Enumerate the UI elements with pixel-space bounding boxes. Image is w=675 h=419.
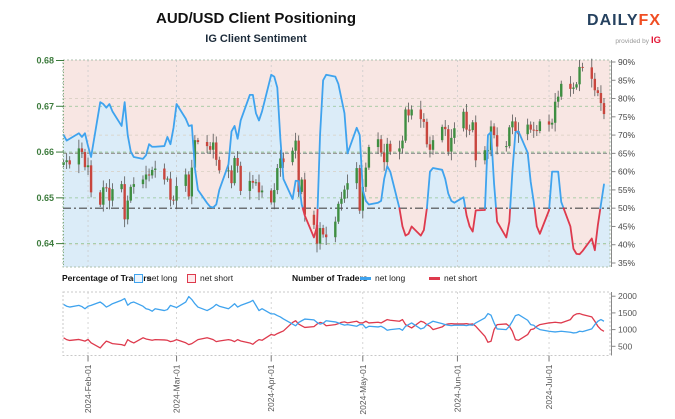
svg-text:2024-May-01: 2024-May-01 bbox=[358, 364, 368, 414]
legend-percentage-title: Percentage of Traders bbox=[62, 273, 152, 283]
svg-text:500: 500 bbox=[618, 341, 632, 351]
net-short-square-icon bbox=[187, 274, 196, 283]
svg-text:1500: 1500 bbox=[618, 308, 637, 318]
svg-text:85%: 85% bbox=[618, 75, 635, 85]
svg-text:2024-Apr-01: 2024-Apr-01 bbox=[266, 364, 276, 412]
legend-net-long-label: net long bbox=[147, 273, 178, 283]
svg-text:90%: 90% bbox=[618, 57, 635, 67]
dailyfx-logo: DAILYFX provided by IG bbox=[587, 12, 661, 47]
svg-text:0.67: 0.67 bbox=[36, 101, 54, 111]
net-short-line-icon bbox=[429, 277, 440, 280]
legend-traders-net-long-label: net long bbox=[375, 273, 406, 283]
svg-text:50%: 50% bbox=[618, 203, 635, 213]
page-title: AUD/USD Client Positioning bbox=[156, 10, 356, 27]
provided-by-line: provided by IG bbox=[587, 30, 661, 48]
page-subtitle: IG Client Sentiment bbox=[205, 33, 307, 45]
svg-text:70%: 70% bbox=[618, 130, 635, 140]
ig-logo-text: IG bbox=[650, 34, 661, 46]
net-long-square-icon bbox=[134, 274, 143, 283]
svg-text:1000: 1000 bbox=[618, 325, 637, 335]
net-long-line-icon bbox=[360, 277, 371, 280]
svg-text:55%: 55% bbox=[618, 185, 635, 195]
svg-text:80%: 80% bbox=[618, 94, 635, 104]
svg-text:0.68: 0.68 bbox=[36, 56, 54, 66]
brand-fx-text: FX bbox=[638, 12, 661, 29]
chart-legend: Percentage of Traders net long net short… bbox=[0, 273, 675, 289]
svg-text:0.65: 0.65 bbox=[36, 193, 54, 203]
svg-text:60%: 60% bbox=[618, 167, 635, 177]
brand-daily-text: DAILY bbox=[587, 12, 639, 29]
svg-text:35%: 35% bbox=[618, 258, 635, 268]
svg-text:65%: 65% bbox=[618, 148, 635, 158]
svg-text:45%: 45% bbox=[618, 221, 635, 231]
legend-traders-net-short-label: net short bbox=[444, 273, 478, 283]
svg-text:0.64: 0.64 bbox=[36, 239, 54, 249]
svg-text:0.66: 0.66 bbox=[36, 147, 54, 157]
provided-by-text: provided by bbox=[615, 37, 649, 45]
legend-number-title: Number of Traders bbox=[292, 273, 368, 283]
legend-net-short-label: net short bbox=[200, 273, 234, 283]
svg-text:40%: 40% bbox=[618, 240, 635, 250]
brand-wordmark: DAILYFX bbox=[587, 12, 661, 30]
svg-text:2024-Jun-01: 2024-Jun-01 bbox=[452, 364, 462, 412]
svg-text:2024-Feb-01: 2024-Feb-01 bbox=[83, 364, 93, 413]
svg-text:75%: 75% bbox=[618, 112, 635, 122]
chart-header: AUD/USD Client Positioning IG Client Sen… bbox=[0, 10, 512, 45]
svg-text:2024-Mar-01: 2024-Mar-01 bbox=[172, 364, 182, 413]
svg-text:2000: 2000 bbox=[618, 291, 637, 301]
svg-text:2024-Jul-01: 2024-Jul-01 bbox=[544, 364, 554, 409]
